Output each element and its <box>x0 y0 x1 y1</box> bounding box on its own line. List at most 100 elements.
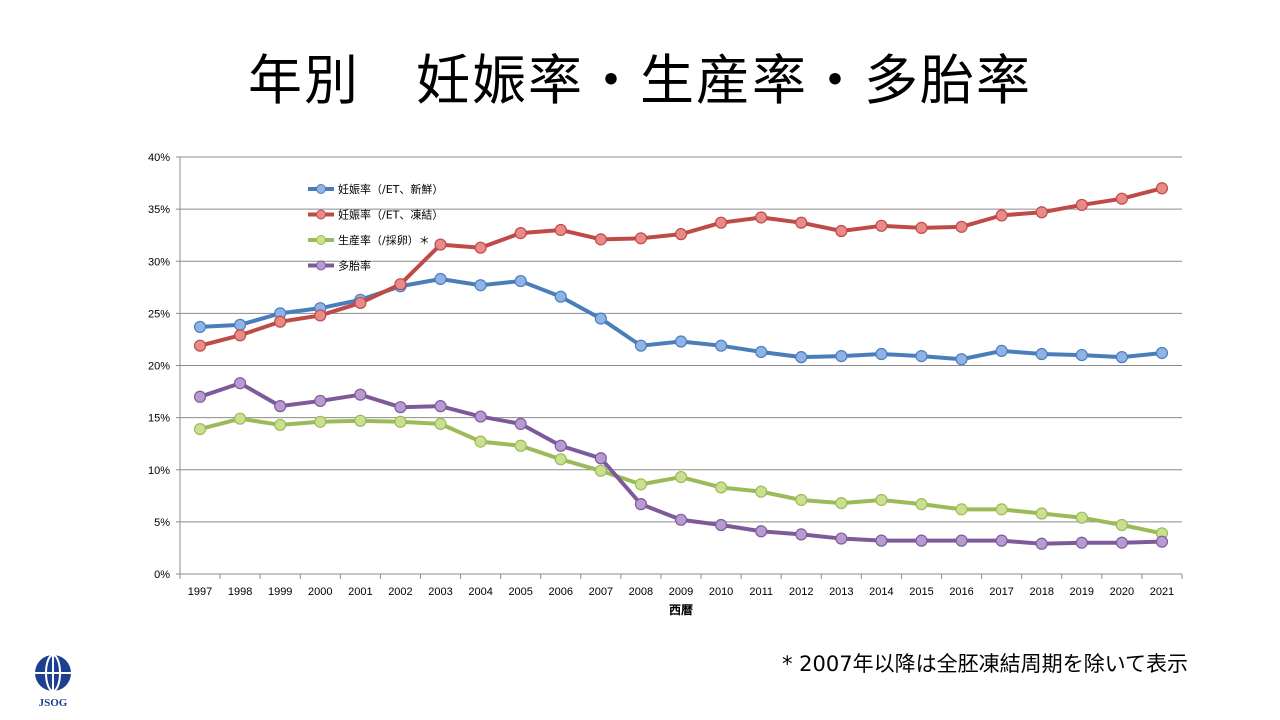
data-point-series-4 <box>554 439 567 452</box>
legend-marker <box>316 209 326 220</box>
data-point-series-3 <box>193 422 207 436</box>
x-tick-label: 2014 <box>869 586 893 598</box>
data-point-series-4 <box>594 452 607 465</box>
data-point-series-2 <box>915 221 928 234</box>
x-tick-label: 2011 <box>749 586 773 598</box>
data-point-series-1 <box>955 353 968 366</box>
data-point-series-2 <box>1155 182 1169 195</box>
slide-title: 年別 妊娠率・生産率・多胎率 <box>248 49 1032 112</box>
data-point-series-1 <box>875 347 888 361</box>
data-point-series-3 <box>875 493 888 507</box>
data-point-series-4 <box>674 513 688 526</box>
data-point-series-4 <box>955 534 968 547</box>
y-tick-label: 20% <box>148 361 170 373</box>
jsog-logo: JSOG <box>28 652 78 714</box>
x-tick-label: 2020 <box>1110 586 1134 598</box>
data-point-series-1 <box>234 318 247 331</box>
data-point-series-3 <box>554 453 567 466</box>
x-tick-label: 2013 <box>829 586 853 598</box>
legend-label: 妊娠率（/ET、新鮮） <box>338 182 443 196</box>
data-point-series-4 <box>1075 536 1088 549</box>
x-tick-label: 2015 <box>909 586 933 598</box>
data-point-series-3 <box>795 493 808 507</box>
data-point-series-3 <box>314 415 327 428</box>
x-tick-label: 2019 <box>1070 586 1094 598</box>
data-point-series-2 <box>474 241 487 254</box>
data-point-series-3 <box>995 503 1008 516</box>
data-point-series-1 <box>514 274 527 288</box>
data-point-series-4 <box>755 525 768 538</box>
data-point-series-2 <box>193 339 207 352</box>
x-tick-label: 2021 <box>1150 586 1174 598</box>
y-tick-label: 40% <box>148 152 170 164</box>
footnote: * 2007年以降は全胚凍結周期を除いて表示 <box>782 652 1188 676</box>
data-point-series-1 <box>1115 351 1128 364</box>
data-point-series-1 <box>1075 348 1088 362</box>
y-tick-label: 35% <box>148 204 170 216</box>
data-point-series-4 <box>394 401 407 414</box>
data-point-series-1 <box>835 350 848 363</box>
data-point-series-2 <box>354 296 367 310</box>
data-point-series-4 <box>434 400 447 413</box>
x-tick-label: 2008 <box>629 586 653 598</box>
data-point-series-2 <box>955 220 968 233</box>
legend-marker <box>316 260 326 271</box>
logo-text: JSOG <box>38 697 68 709</box>
x-tick-label: 2005 <box>508 586 532 598</box>
data-point-series-3 <box>955 503 968 516</box>
x-tick-label: 2001 <box>348 586 372 598</box>
data-point-series-3 <box>1115 518 1128 532</box>
data-point-series-3 <box>1035 507 1048 520</box>
data-point-series-1 <box>755 345 768 359</box>
data-point-series-4 <box>1155 535 1169 548</box>
x-tick-label: 2018 <box>1029 586 1053 598</box>
legend-marker <box>316 184 326 194</box>
x-tick-label: 1997 <box>188 586 212 598</box>
data-point-series-1 <box>554 290 567 303</box>
data-point-series-2 <box>1035 206 1048 219</box>
data-point-series-2 <box>594 233 607 246</box>
data-point-series-1 <box>1035 347 1048 361</box>
data-point-series-3 <box>1075 511 1088 524</box>
data-point-series-2 <box>1075 198 1088 212</box>
data-point-series-2 <box>234 329 247 342</box>
data-point-series-3 <box>274 418 287 432</box>
data-point-series-4 <box>915 534 928 547</box>
data-point-series-4 <box>234 377 247 390</box>
legend-label: 妊娠率（/ET、凍結） <box>338 208 443 222</box>
data-point-series-3 <box>394 415 407 428</box>
x-tick-label: 2007 <box>589 586 613 598</box>
data-point-series-3 <box>234 412 247 425</box>
data-point-series-3 <box>354 414 367 427</box>
x-tick-label: 2009 <box>669 586 693 598</box>
legend-label: 多胎率 <box>338 259 371 273</box>
x-tick-label: 2004 <box>468 586 492 598</box>
data-point-series-3 <box>674 470 688 484</box>
data-point-series-2 <box>795 216 808 229</box>
data-point-series-2 <box>554 223 567 237</box>
data-point-series-4 <box>714 518 728 532</box>
data-point-series-4 <box>634 498 648 511</box>
data-point-series-2 <box>714 216 728 229</box>
data-point-series-4 <box>795 528 808 541</box>
y-tick-label: 15% <box>148 413 170 425</box>
data-point-series-2 <box>1115 192 1128 205</box>
data-point-series-3 <box>634 478 648 491</box>
data-point-series-3 <box>434 417 447 430</box>
data-point-series-2 <box>274 315 287 328</box>
jsog-emblem-icon <box>35 654 71 692</box>
data-point-series-3 <box>835 497 848 510</box>
data-point-series-1 <box>795 351 808 364</box>
data-point-series-1 <box>634 339 648 352</box>
data-point-series-2 <box>875 219 888 232</box>
legend-label: 生産率（/採卵）＊ <box>338 233 430 247</box>
y-tick-label: 0% <box>154 569 170 581</box>
data-point-series-2 <box>514 227 527 240</box>
x-tick-label: 2002 <box>388 586 412 598</box>
legend-marker <box>316 235 326 245</box>
data-point-series-4 <box>514 417 527 430</box>
data-point-series-3 <box>755 485 768 498</box>
data-point-series-1 <box>594 312 607 325</box>
data-point-series-3 <box>514 439 527 452</box>
